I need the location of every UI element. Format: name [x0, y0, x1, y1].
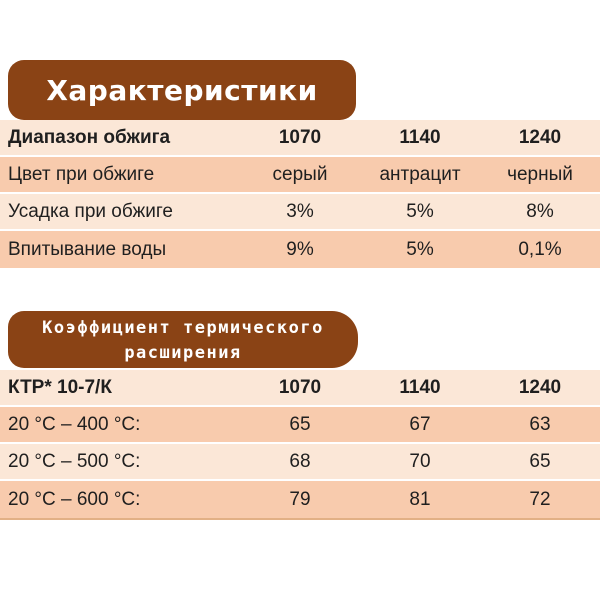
- table-row: КТР* 10-7/К 1070 1140 1240: [0, 370, 600, 407]
- cell-value: 67: [409, 413, 431, 435]
- characteristics-title: Характеристики: [46, 73, 318, 107]
- cell-value: 68: [289, 450, 311, 472]
- row-label: 20 °C – 500 °C:: [8, 450, 141, 472]
- table-row: 20 °C – 600 °C: 79 81 72: [0, 481, 600, 518]
- cell-value: 0,1%: [518, 238, 562, 260]
- row-label: 20 °C – 400 °C:: [8, 413, 141, 435]
- table-row: Усадка при обжиге 3% 5% 8%: [0, 194, 600, 231]
- cell-value: 1240: [518, 376, 562, 398]
- cell-value: 1070: [278, 376, 322, 398]
- cell-value: 1070: [278, 126, 322, 148]
- cell-value: 9%: [286, 238, 314, 260]
- cell-value: 8%: [526, 200, 554, 222]
- row-label: 20 °C – 600 °C:: [8, 488, 141, 510]
- row-label: Впитывание воды: [8, 238, 167, 260]
- row-label: Усадка при обжиге: [8, 200, 173, 222]
- cell-value: 63: [529, 413, 551, 435]
- cell-value: 5%: [406, 200, 434, 222]
- cell-value: серый: [272, 163, 328, 185]
- table-row: 20 °C – 500 °C: 68 70 65: [0, 444, 600, 481]
- cell-value: 81: [409, 488, 431, 510]
- cell-value: черный: [507, 163, 573, 185]
- thermal-expansion-title-line1: Коэффициент термического: [42, 317, 324, 338]
- cell-value: 3%: [286, 200, 314, 222]
- cell-value: 70: [409, 450, 431, 472]
- table-row: Диапазон обжига 1070 1140 1240: [0, 120, 600, 157]
- thermal-expansion-table: КТР* 10-7/К 1070 1140 1240 20 °C – 400 °…: [0, 370, 600, 520]
- thermal-expansion-title-line2: расширения: [124, 342, 242, 363]
- cell-value: 65: [529, 450, 551, 472]
- table-row: Цвет при обжиге серый антрацит черный: [0, 157, 600, 194]
- cell-value: 65: [289, 413, 311, 435]
- cell-value: 1140: [399, 376, 441, 398]
- row-label: Цвет при обжиге: [8, 163, 155, 185]
- table-row: Впитывание воды 9% 5% 0,1%: [0, 231, 600, 268]
- table-row: 20 °C – 400 °C: 65 67 63: [0, 407, 600, 444]
- cell-value: 79: [289, 488, 311, 510]
- row-label: Диапазон обжига: [8, 126, 171, 148]
- characteristics-table: Диапазон обжига 1070 1140 1240 Цвет при …: [0, 120, 600, 268]
- cell-value: 5%: [406, 238, 434, 260]
- cell-value: 1240: [518, 126, 562, 148]
- thermal-expansion-title-banner: Коэффициент термического расширения: [8, 311, 358, 368]
- cell-value: 72: [529, 488, 551, 510]
- cell-value: антрацит: [379, 163, 461, 185]
- row-label: КТР* 10-7/К: [8, 376, 112, 398]
- characteristics-title-banner: Характеристики: [8, 60, 356, 120]
- cell-value: 1140: [399, 126, 441, 148]
